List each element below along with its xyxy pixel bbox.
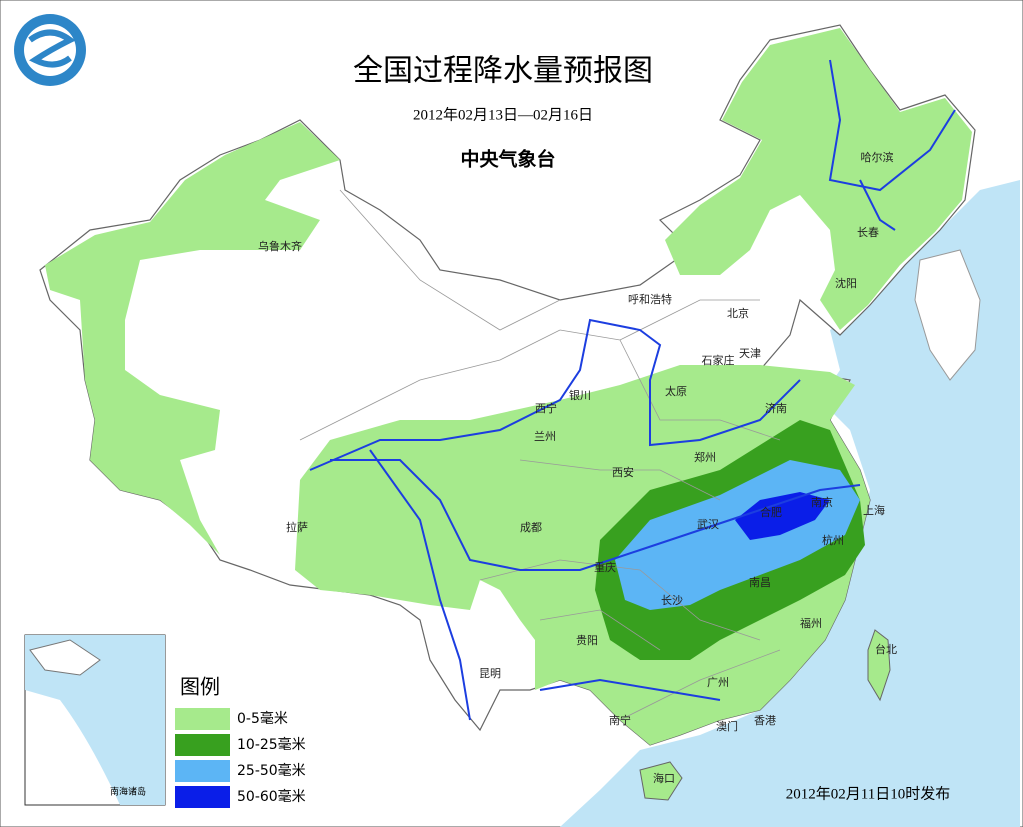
area-0-5 [295, 365, 870, 745]
city-label: 贵阳 [576, 634, 598, 647]
city-label: 长沙 [661, 594, 683, 607]
legend-label: 25-50毫米 [237, 762, 306, 779]
area-0-5 [665, 28, 972, 330]
city-label: 重庆 [594, 560, 616, 574]
city-label: 广州 [707, 676, 729, 689]
city-label: 兰州 [534, 430, 556, 443]
city-label: 澳门 [716, 719, 738, 733]
province-borders [299, 189, 781, 721]
rain-regions [45, 28, 972, 801]
city-label: 石家庄 [702, 353, 735, 367]
city-label: 长春 [857, 226, 879, 239]
city-label: 哈尔滨 [861, 150, 894, 164]
date-range: 2012年02月13日—02月16日 [413, 106, 593, 123]
city-label: 香港 [754, 714, 776, 727]
inset-label: 南海诸岛 [110, 786, 146, 798]
legend-swatch [175, 734, 230, 756]
korea [914, 249, 981, 381]
logo [14, 14, 86, 86]
city-label: 天津 [739, 347, 761, 360]
city-label: 拉萨 [286, 520, 308, 534]
hainan [639, 761, 683, 801]
city-label: 银川 [569, 388, 591, 402]
sea [560, 180, 1020, 827]
city-label: 成都 [520, 521, 542, 534]
city-label: 海口 [653, 771, 675, 785]
city-label: 南京 [811, 495, 833, 509]
city-label: 上海 [863, 503, 885, 517]
city-label: 南宁 [609, 713, 631, 727]
city-label: 太原 [665, 385, 687, 398]
city-label: 南昌 [749, 576, 771, 589]
legend-swatch [175, 708, 230, 730]
city-label: 北京 [727, 306, 749, 320]
city-label: 西宁 [535, 401, 557, 415]
rivers [309, 59, 956, 721]
area-50-60 [735, 492, 830, 540]
legend-title: 图例 [180, 675, 220, 699]
area-0-5 [45, 122, 340, 555]
issuer: 中央气象台 [460, 148, 555, 171]
city-label: 郑州 [694, 450, 716, 464]
title: 全国过程降水量预报图 [353, 54, 653, 89]
taiwan [867, 629, 891, 702]
city-label: 福州 [800, 616, 822, 630]
inset: 南海诸岛 [24, 634, 166, 806]
city-label: 台北 [875, 642, 897, 656]
city-label: 合肥 [760, 505, 782, 519]
city-label: 杭州 [822, 533, 844, 547]
city-label: 沈阳 [835, 276, 857, 290]
city-label: 昆明 [479, 667, 501, 680]
legend-swatch [175, 760, 230, 782]
city-label: 乌鲁木齐 [258, 239, 302, 253]
legend: 0-5毫米 10-25毫米 25-50毫米 50-60毫米 [175, 708, 306, 808]
city-label: 济南 [765, 401, 787, 415]
city-label: 武汉 [697, 518, 719, 531]
legend-label: 0-5毫米 [237, 710, 288, 727]
issued: 2012年02月11日10时发布 [786, 785, 950, 802]
city-label: 西安 [612, 465, 634, 479]
legend-label: 50-60毫米 [237, 788, 306, 805]
legend-swatch [175, 786, 230, 808]
city-label: 呼和浩特 [628, 292, 672, 306]
legend-label: 10-25毫米 [237, 736, 306, 753]
